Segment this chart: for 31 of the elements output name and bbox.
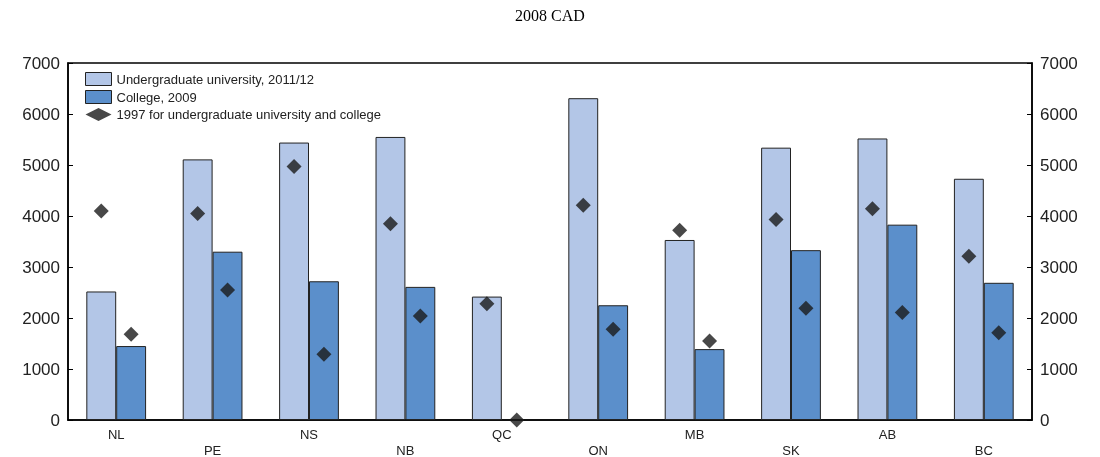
x-tick-label: QC	[492, 427, 512, 442]
y2-tick-label: 2000	[1040, 308, 1078, 328]
x-tick-label: NB	[396, 443, 415, 457]
y-tick-label: 3000	[22, 257, 60, 277]
chart-subtitle: 2008 CAD	[515, 6, 585, 24]
y-tick-label: 1000	[22, 359, 60, 379]
x-tick-label: SK	[782, 443, 800, 457]
y2-tick-label: 3000	[1040, 257, 1078, 277]
y2-tick-label: 7000	[1040, 53, 1078, 73]
x-tick-label: BC	[974, 443, 993, 457]
x-tick-label: AB	[878, 427, 897, 442]
y2-tick-label: 1000	[1040, 359, 1078, 379]
x-tick-label: NS	[299, 427, 319, 442]
y2-tick-label: 4000	[1040, 206, 1078, 226]
x-tick-label: PE	[203, 443, 222, 457]
x-tick-label: MB	[684, 427, 705, 442]
bar	[471, 296, 502, 420]
x-tick-label: ON	[588, 443, 608, 457]
y-tick-label: 7000	[22, 53, 60, 73]
y-tick-label: 0	[50, 410, 60, 430]
legend-label: 1997 for undergraduate university and college	[116, 107, 382, 122]
y2-tick-label: 0	[1040, 410, 1050, 430]
legend-label: College, 2009	[116, 89, 197, 105]
y-tick-label: 5000	[22, 155, 60, 175]
x-tick-label: NL	[107, 427, 125, 442]
y2-tick-label: 6000	[1040, 104, 1078, 124]
y-tick-label: 4000	[22, 206, 60, 226]
y-tick-label: 6000	[22, 104, 60, 124]
legend-label: Undergraduate university, 2011/12	[116, 71, 315, 87]
y2-tick-label: 5000	[1040, 155, 1078, 175]
y-tick-label: 2000	[22, 308, 60, 328]
